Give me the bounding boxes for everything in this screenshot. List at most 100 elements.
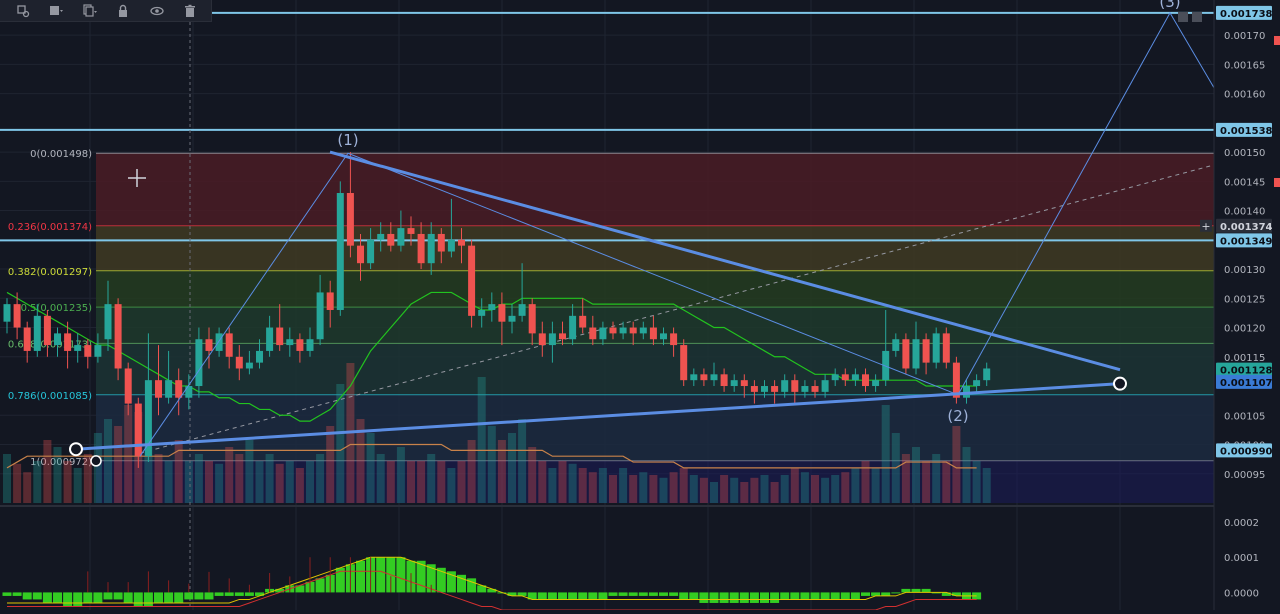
macd-histogram-bar: [255, 592, 264, 596]
price-label-badge: [1216, 5, 1272, 20]
candle-body: [165, 380, 173, 398]
candle-body: [538, 333, 546, 346]
volume-bar: [427, 454, 436, 503]
volume-bar: [23, 472, 32, 503]
candle-body: [84, 345, 92, 357]
dashed-trendline[interactable]: [139, 164, 1215, 454]
resistance-trendline[interactable]: [329, 150, 1121, 372]
volume-bar: [366, 433, 375, 503]
volume-bar: [104, 419, 112, 503]
macd-histogram-bar: [42, 592, 52, 603]
fib-zone: [96, 270, 1214, 308]
price-tick-label: 0.00165: [1224, 60, 1265, 71]
eye-icon: [150, 6, 164, 15]
volume-bar: [508, 433, 516, 503]
edge-marker: [1274, 178, 1280, 187]
fib-handle[interactable]: [90, 455, 102, 467]
macd-signal-line: [7, 556, 977, 604]
macd-histogram-bar: [861, 592, 870, 596]
price-label-text: 0.000990: [1220, 446, 1273, 457]
macd-histogram-bar: [951, 592, 961, 596]
volume-bar: [578, 468, 587, 503]
pane-maximize-icon[interactable]: [1192, 12, 1202, 22]
macd-histogram-bar: [709, 592, 719, 603]
volume-bar: [922, 461, 931, 503]
price-label-text: 0.001738: [1220, 9, 1273, 20]
volume-bar: [871, 468, 880, 503]
price-label-text: 0.001374: [1220, 222, 1273, 233]
drawing-settings-button[interactable]: [10, 2, 36, 20]
candle-body: [942, 333, 950, 363]
add-alert-button[interactable]: [1200, 219, 1212, 232]
fib-level-label: 0.5(0.001235): [21, 303, 93, 314]
volume-bar: [912, 447, 920, 503]
candle-body: [23, 327, 31, 351]
volume-bar: [598, 468, 607, 503]
volume-bar: [13, 463, 22, 503]
volume-bar: [800, 472, 809, 503]
macd-histogram-bar: [507, 592, 517, 596]
volume-bar: [93, 433, 102, 503]
moving-average-orange: [6, 443, 977, 469]
macd-histogram-bar: [881, 592, 891, 596]
candle-body: [892, 339, 900, 351]
volume-bar: [780, 475, 789, 503]
support-trendline[interactable]: [75, 382, 1121, 451]
candle-body: [336, 193, 344, 310]
candle-body: [518, 304, 526, 316]
lock-button[interactable]: [111, 2, 137, 20]
fill-dropdown-button[interactable]: [44, 2, 70, 20]
price-label-badge: [1216, 443, 1272, 458]
trendline-handle[interactable]: [1113, 376, 1127, 391]
wave-label-2: (2): [947, 407, 968, 425]
macd-histogram-bar: [477, 585, 487, 593]
macd-histogram-bar: [588, 592, 598, 600]
candle-body: [811, 386, 819, 392]
candle-body: [771, 386, 779, 392]
candle-body: [104, 304, 112, 340]
candle-body: [801, 386, 809, 392]
volume-bar: [356, 419, 365, 503]
candle-body: [155, 380, 162, 398]
candle-body: [781, 380, 789, 392]
trendline-handle[interactable]: [69, 442, 83, 457]
volume-bar: [528, 447, 537, 503]
volume-bar: [83, 454, 92, 503]
fib-zone: [96, 343, 1214, 395]
visibility-button[interactable]: [144, 2, 170, 20]
volume-bar: [154, 454, 163, 503]
clone-dropdown-button[interactable]: [77, 2, 103, 20]
candle-body: [134, 403, 142, 457]
volume-bar: [952, 426, 961, 503]
volume-bar: [790, 468, 799, 503]
pane-settings-icon[interactable]: [1178, 12, 1188, 22]
price-tick-label: 0.00115: [1224, 353, 1265, 364]
price-label-badge: [1216, 374, 1272, 389]
volume-bar: [205, 461, 213, 503]
volume-bar: [3, 454, 11, 503]
macd-histogram-bar: [295, 585, 305, 593]
candle-body: [710, 374, 718, 381]
candle-body: [185, 386, 193, 398]
candle-body: [932, 333, 940, 363]
macd-histogram-bar: [234, 592, 244, 596]
fill-dropdown-icon: [50, 5, 64, 15]
candle-body: [33, 315, 41, 351]
candle-body: [619, 327, 627, 334]
price-tick-label: 0.00125: [1224, 294, 1265, 305]
macd-histogram-bar: [22, 592, 32, 600]
macd-histogram-bar: [457, 574, 466, 593]
volume-bar: [73, 468, 82, 503]
price-label-text: 0.001128: [1220, 366, 1273, 377]
candle-body: [690, 374, 698, 381]
volume-bar: [63, 461, 72, 503]
macd-histogram-bar: [568, 592, 578, 600]
delete-button[interactable]: [178, 2, 204, 20]
candle-body: [276, 327, 284, 346]
candle-body: [114, 304, 122, 369]
candle-body: [266, 327, 274, 351]
macd-histogram-bar: [739, 592, 749, 603]
macd-histogram-bar: [133, 592, 143, 607]
